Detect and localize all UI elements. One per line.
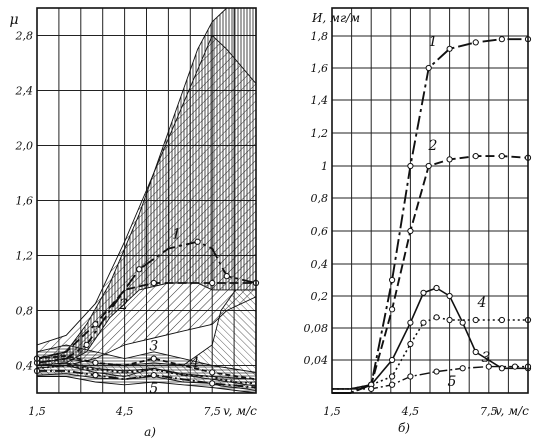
point-series-1 [194, 238, 201, 245]
y-tick-label: 0,4 [16, 360, 34, 373]
point-series-1 [425, 64, 432, 72]
point-series-4 [498, 316, 505, 324]
line-series-1 [36, 240, 257, 364]
plot-frame-b [331, 7, 529, 394]
panel-label-a: а) [144, 425, 156, 439]
series-label-5: 5 [149, 381, 158, 397]
y-tick-label: 0,8 [311, 192, 329, 205]
series-label-3: 3 [482, 350, 491, 366]
y-tick-label: 2,8 [15, 30, 34, 43]
point-series-2 [407, 227, 414, 235]
x-tick-label: 4,5 [115, 405, 134, 418]
point-series-3 [92, 359, 99, 366]
point-series-4 [433, 314, 440, 321]
x-axis-label: v, м/с [495, 404, 529, 418]
y-tick-label: 0,2 [311, 290, 329, 303]
point-series-4 [420, 319, 427, 326]
y-tick-label: 0,8 [16, 305, 34, 318]
line-series-5 [37, 370, 257, 389]
y-tick-label: 0,6 [311, 225, 329, 238]
x-axis-label: v, м/с [223, 404, 257, 418]
line-series-5 [332, 365, 528, 390]
point-series-2 [209, 279, 216, 287]
x-tick-label: 4,5 [401, 405, 420, 418]
point-series-3 [389, 356, 396, 364]
point-series-3 [420, 289, 427, 296]
series-label-4: 4 [190, 355, 200, 371]
y-tick-label: 1,2 [16, 250, 34, 263]
point-series-5 [92, 372, 99, 379]
point-series-2 [446, 156, 453, 163]
point-series-2 [150, 279, 157, 287]
point-series-5 [433, 368, 440, 375]
y-tick-label: 0,04 [304, 354, 329, 367]
series-label-3: 3 [149, 339, 158, 355]
line-series-2 [332, 155, 529, 394]
point-series-2 [498, 153, 505, 160]
chart-b: 1 2 3 4 5 1,5 4,5 7,5 0,04 0,08 0,2 0,4 0,6 0,8 1 1,2 1,… [304, 7, 532, 435]
y-tick-label: 1,8 [311, 30, 329, 43]
point-series-1 [407, 162, 414, 170]
point-series-4 [407, 340, 414, 348]
series-label-1: 1 [172, 227, 181, 243]
x-tick-label: 7,5 [203, 405, 221, 418]
point-series-1 [389, 276, 396, 284]
y-axis-label: μ [9, 12, 18, 28]
point-series-5 [150, 372, 157, 379]
plot-frame-a [36, 7, 257, 394]
point-series-3 [150, 355, 157, 362]
point-series-2 [472, 153, 479, 160]
point-series-5 [459, 365, 466, 372]
point-series-1 [472, 39, 479, 46]
point-series-4 [389, 373, 396, 380]
y-tick-label: 0,4 [311, 258, 329, 271]
point-series-1 [498, 36, 505, 43]
series-label-1: 1 [429, 34, 438, 50]
y-tick-label: 1 [321, 160, 328, 173]
x-tick-label: 7,5 [480, 405, 498, 418]
point-series-5 [368, 385, 375, 392]
point-series-4 [446, 316, 453, 324]
line-series-3 [36, 354, 257, 381]
point-series-2 [389, 306, 396, 313]
point-series-5 [389, 381, 396, 388]
series-label-2: 2 [118, 297, 128, 313]
point-series-1 [446, 45, 453, 52]
point-series-5 [485, 363, 492, 370]
x-tick-label: 1,5 [323, 405, 341, 418]
series-label-4: 4 [477, 295, 487, 311]
point-series-1 [136, 266, 143, 273]
y-tick-label: 2,0 [15, 140, 34, 153]
point-series-3 [446, 292, 453, 300]
point-series-1 [83, 341, 90, 348]
panel-label-b: б) [398, 421, 410, 435]
point-series-5 [209, 380, 216, 387]
point-series-3 [209, 369, 216, 376]
point-series-3 [459, 319, 466, 326]
y-tick-label: 1,6 [16, 195, 34, 208]
line-series-4 [332, 316, 528, 390]
y-tick-label: 1,2 [311, 127, 329, 140]
point-series-5 [511, 363, 519, 370]
chart-a: 1 2 3 4 5 1,5 4,5 7,5 0,4 0,8 1,2 1,6 2,0 2,4 2,8 μ v, м… [9, 7, 260, 439]
series-label-2: 2 [428, 138, 438, 154]
y-tick-label: 0,08 [304, 322, 329, 335]
point-series-3 [433, 284, 440, 292]
point-series-3 [472, 348, 479, 356]
point-series-3 [407, 319, 414, 326]
y-tick-label: 1,4 [311, 94, 329, 107]
y-tick-label: 1,6 [311, 62, 329, 75]
series-label-5: 5 [448, 374, 457, 390]
point-series-4 [472, 316, 479, 324]
point-series-2 [425, 162, 432, 170]
y-axis-label: И, мг/м [311, 11, 360, 25]
point-series-5 [407, 373, 414, 380]
point-series-1 [223, 273, 230, 280]
x-tick-label: 1,5 [28, 405, 46, 418]
point-series-2 [92, 321, 99, 328]
y-tick-label: 2,4 [15, 85, 34, 98]
